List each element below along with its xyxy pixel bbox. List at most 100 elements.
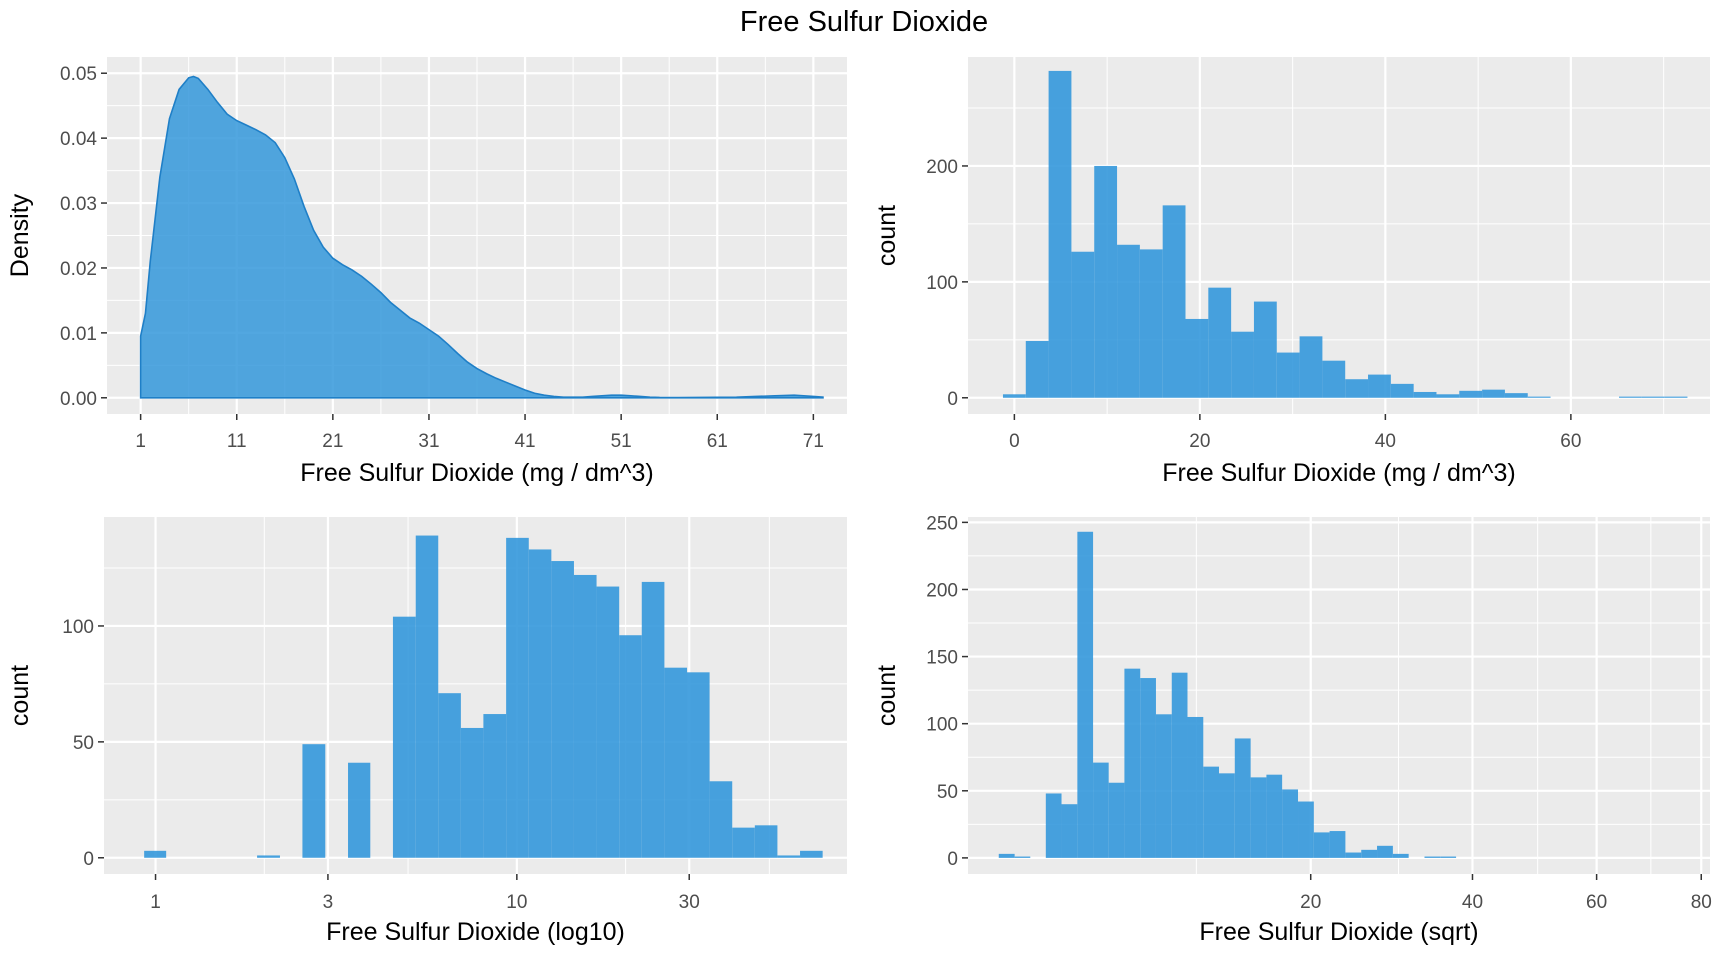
histogram-bar-23 [1527, 396, 1551, 398]
histogram-bar-3 [1071, 251, 1095, 398]
histogram-bar-22 [1345, 852, 1362, 858]
histogram-bar-29 [1664, 396, 1688, 398]
histogram-bar-10 [1155, 714, 1172, 858]
histogram-bar-8 [1124, 668, 1141, 858]
y-tick-label: 0.02 [60, 259, 97, 280]
y-tick-label: 100 [926, 273, 958, 294]
histogram-bar-21 [1329, 831, 1346, 858]
histogram-bar-26 [732, 827, 755, 858]
histogram-bar-16 [1250, 777, 1267, 858]
x-tick-label: 20 [1189, 431, 1210, 452]
histogram-bar-18 [1282, 789, 1299, 858]
y-tick-label: 100 [926, 715, 958, 736]
x-axis-title: Free Sulfur Dioxide (sqrt) [1199, 918, 1478, 946]
histogram-bar-9 [348, 762, 371, 858]
histogram-bar-0 [144, 850, 167, 858]
histogram-bar-18 [551, 561, 574, 858]
histogram-bar-11 [1171, 672, 1188, 858]
histogram-bar-18 [1413, 391, 1437, 398]
y-axis-title: count [6, 665, 34, 726]
histogram-bar-12 [1276, 352, 1300, 398]
x-axis-title: Free Sulfur Dioxide (mg / dm^3) [300, 459, 654, 487]
histogram-bar-11 [1253, 301, 1277, 398]
histogram-bar-21 [619, 635, 642, 858]
x-tick-label: 80 [1691, 892, 1712, 913]
y-axis-title: Density [6, 193, 34, 277]
x-tick-label: 10 [506, 892, 527, 913]
chart-density: 0.000.010.020.030.040.051 11 21 31 41 51 61 71F… [6, 57, 847, 487]
histogram-bar-22 [641, 581, 665, 858]
histogram-bar-27 [1424, 856, 1441, 858]
histogram-bar-6 [1139, 249, 1163, 398]
histogram-bar-5 [257, 855, 280, 858]
histogram-bar-9 [1208, 287, 1232, 398]
histogram-bar-19 [1298, 801, 1314, 858]
histogram-bar-20 [1313, 832, 1330, 858]
histogram-bar-4 [1061, 804, 1078, 858]
x-tick-label: 60 [1586, 892, 1607, 913]
histogram-bar-8 [1185, 318, 1209, 398]
histogram-bar-11 [392, 616, 416, 858]
y-tick-label: 0 [947, 389, 958, 410]
histogram-bar-14 [1322, 360, 1346, 398]
histogram-bar-13 [438, 693, 461, 858]
histogram-bar-1 [1014, 856, 1031, 858]
x-tick-label: 61 [707, 431, 728, 452]
histogram-bar-16 [1368, 374, 1391, 398]
histogram-bar-4 [1094, 165, 1118, 398]
histogram-bar-0 [1002, 394, 1026, 398]
histogram-bar-1 [1025, 340, 1049, 398]
x-tick-label: 0 [1009, 431, 1020, 452]
x-tick-label: 21 [322, 431, 343, 452]
histogram-bar-13 [1299, 336, 1323, 398]
x-axis-title: Free Sulfur Dioxide (mg / dm^3) [1162, 459, 1516, 487]
y-tick-label: 0.03 [60, 194, 97, 215]
histogram-bar-28 [1440, 856, 1457, 858]
y-tick-label: 200 [926, 580, 958, 601]
histogram-bar-7 [302, 744, 326, 858]
histogram-bar-22 [1504, 393, 1528, 398]
histogram-bar-19 [1436, 394, 1460, 398]
histogram-bar-6 [1093, 762, 1109, 858]
x-tick-label: 71 [803, 431, 824, 452]
histogram-bar-25 [1392, 853, 1409, 858]
y-tick-label: 0 [83, 849, 94, 870]
x-axis-title: Free Sulfur Dioxide (log10) [326, 918, 625, 946]
histogram-bar-24 [687, 672, 710, 858]
y-tick-label: 0.04 [60, 129, 97, 150]
histogram-bar-28 [1641, 396, 1665, 398]
y-axis-title: count [873, 205, 901, 266]
histogram-bar-13 [1203, 766, 1220, 858]
histogram-bar-10 [1231, 331, 1254, 398]
histogram-bar-20 [1459, 390, 1483, 398]
histogram-bar-16 [506, 537, 529, 858]
histogram-bar-23 [1361, 849, 1378, 858]
chart-hist-raw: 0 100 200 0 20 40 60 Free Sulfur Dioxide (mg / … [873, 57, 1710, 487]
histogram-bar-15 [1345, 379, 1369, 398]
histogram-bar-15 [1234, 738, 1251, 858]
histogram-bar-17 [1390, 383, 1414, 398]
histogram-bar-3 [1045, 793, 1062, 858]
x-tick-label: 1 [150, 892, 161, 913]
histogram-bar-9 [1140, 678, 1156, 858]
x-tick-label: 41 [514, 431, 535, 452]
y-axis-title: count [873, 665, 901, 726]
histogram-bar-27 [754, 825, 778, 858]
histogram-bar-24 [1377, 845, 1393, 858]
x-tick-label: 1 [135, 431, 146, 452]
y-tick-label: 250 [926, 513, 958, 534]
x-tick-label: 40 [1375, 431, 1396, 452]
histogram-bar-21 [1482, 389, 1505, 398]
y-tick-label: 100 [62, 617, 94, 638]
histogram-bar-28 [777, 855, 801, 858]
y-tick-label: 0 [947, 849, 958, 870]
y-tick-label: 0.00 [60, 389, 97, 410]
chart-hist-log10: 0 50 100 1 3 10 30 Free Sulfur Dioxide (log10) c… [6, 517, 847, 946]
histogram-bar-20 [596, 586, 620, 858]
histogram-bar-29 [800, 850, 823, 858]
x-tick-label: 51 [611, 431, 632, 452]
histogram-bar-14 [460, 727, 484, 858]
y-tick-label: 0.05 [60, 64, 97, 85]
